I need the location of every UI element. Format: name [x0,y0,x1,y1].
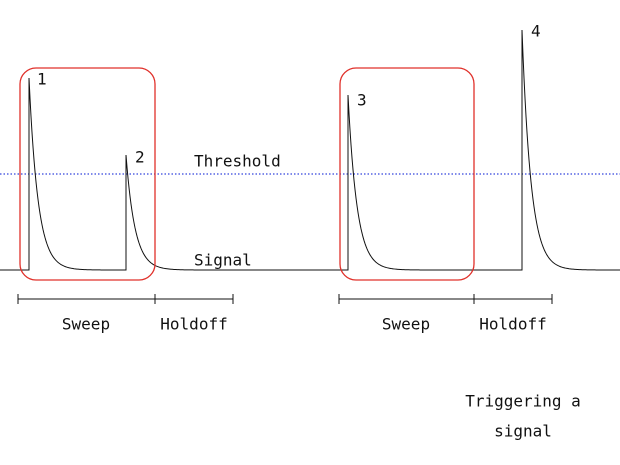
peak-label: 2 [135,148,145,167]
caption: signal [494,422,552,441]
signal-trace [0,29,620,271]
timeline-bars [17,294,553,304]
peak-label: 4 [531,22,541,41]
peak-label: 3 [357,91,367,110]
threshold-label: Threshold [194,152,281,171]
caption: Triggering a [465,392,581,411]
holdoff-label: Holdoff [160,315,227,334]
sweep-window [339,67,475,281]
sweep-window [19,67,156,281]
signal-label: Signal [194,251,252,270]
sweep-label: Sweep [382,315,430,334]
peak-label: 1 [37,70,47,89]
holdoff-label: Holdoff [479,315,546,334]
sweep-label: Sweep [62,315,110,334]
